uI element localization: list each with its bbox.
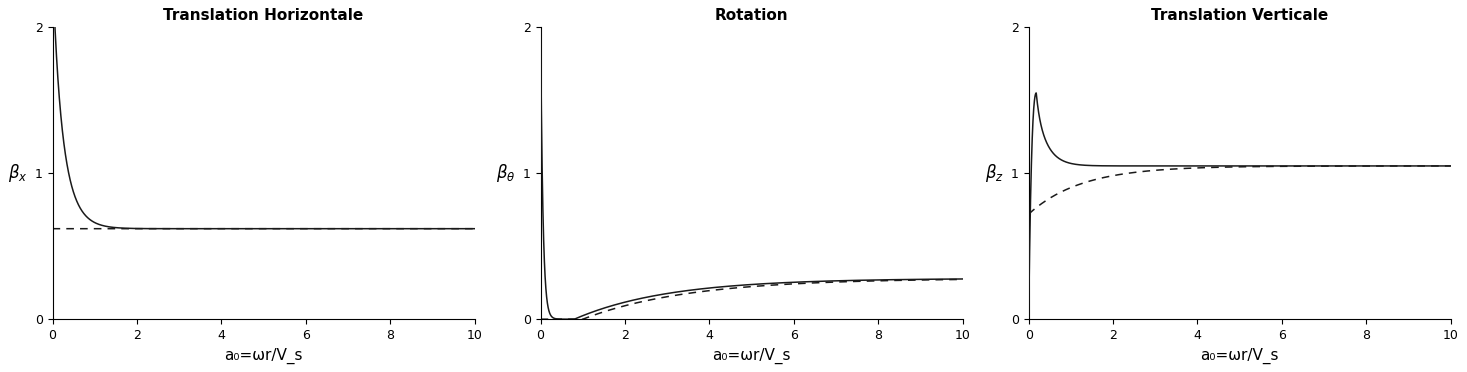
X-axis label: a₀=ωr/V_s: a₀=ωr/V_s: [224, 347, 302, 364]
Title: Translation Verticale: Translation Verticale: [1152, 8, 1328, 23]
Title: Translation Horizontale: Translation Horizontale: [163, 8, 364, 23]
Y-axis label: $\beta_\theta$: $\beta_\theta$: [496, 162, 516, 184]
X-axis label: a₀=ωr/V_s: a₀=ωr/V_s: [713, 347, 791, 364]
X-axis label: a₀=ωr/V_s: a₀=ωr/V_s: [1200, 347, 1279, 364]
Y-axis label: $\beta_x$: $\beta_x$: [9, 162, 28, 184]
Y-axis label: $\beta_z$: $\beta_z$: [984, 162, 1003, 184]
Title: Rotation: Rotation: [714, 8, 788, 23]
